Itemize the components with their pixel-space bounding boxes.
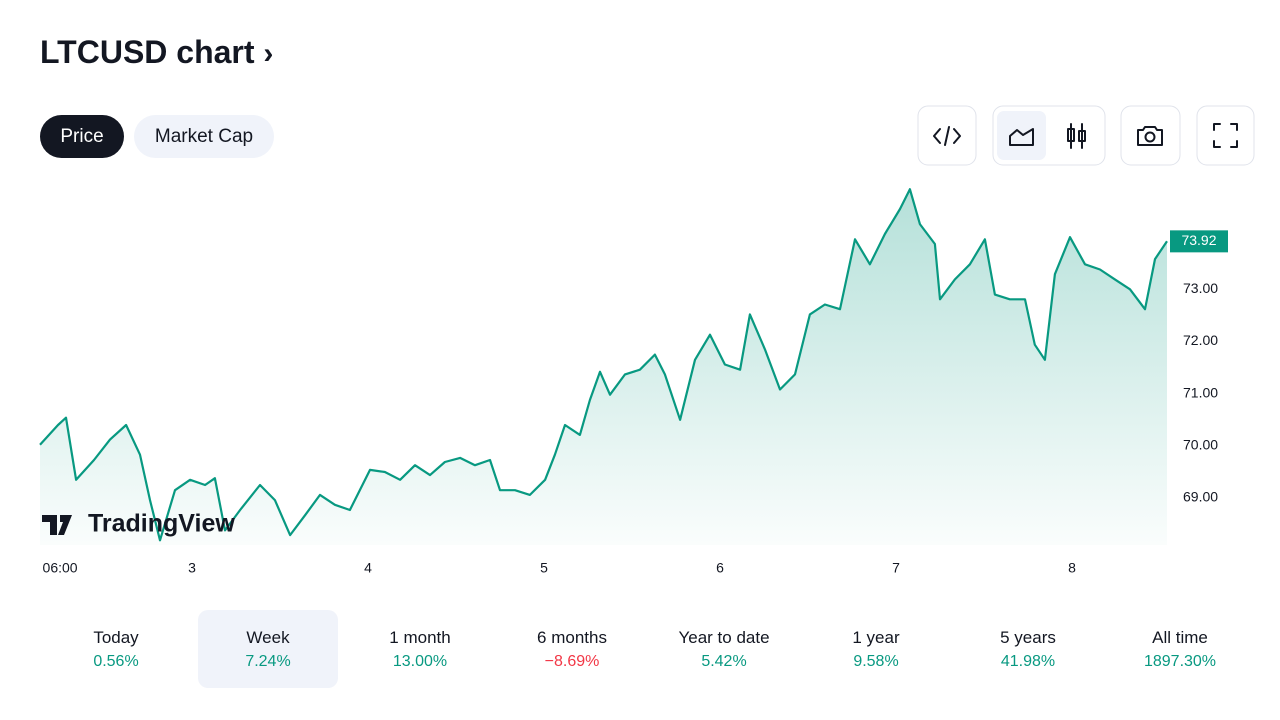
embed-button[interactable] bbox=[917, 105, 977, 166]
watermark: TradingView bbox=[42, 510, 235, 538]
x-tick-label: 8 bbox=[1068, 560, 1076, 576]
last-price-label: 73.92 bbox=[1181, 232, 1216, 248]
period-button[interactable]: 6 months −8.69% bbox=[502, 610, 642, 688]
x-tick-label: 6 bbox=[716, 560, 724, 576]
period-button[interactable]: Today 0.56% bbox=[46, 610, 186, 688]
title[interactable]: LTCUSD chart › bbox=[40, 34, 273, 71]
period-change: 5.42% bbox=[701, 653, 747, 670]
period-change: 7.24% bbox=[245, 653, 291, 670]
period-button[interactable]: 5 years 41.98% bbox=[958, 610, 1098, 688]
snapshot-button[interactable] bbox=[1120, 105, 1181, 166]
code-icon bbox=[933, 126, 961, 146]
watermark-text: TradingView bbox=[88, 510, 235, 538]
area bbox=[40, 189, 1167, 545]
period-label: 6 months bbox=[537, 628, 607, 647]
y-tick-label: 70.00 bbox=[1183, 437, 1218, 453]
fullscreen-icon bbox=[1213, 123, 1238, 148]
toolbar bbox=[917, 105, 1255, 166]
period-change: 41.98% bbox=[1000, 653, 1056, 670]
period-button[interactable]: All time 1897.30% bbox=[1110, 610, 1250, 688]
period-change: 1897.30% bbox=[1143, 653, 1217, 670]
y-tick-label: 73.00 bbox=[1183, 280, 1218, 296]
tab[interactable]: Price bbox=[40, 115, 124, 158]
period-label: 5 years bbox=[1000, 628, 1056, 647]
x-tick-label: 5 bbox=[540, 560, 548, 576]
area-style-active[interactable] bbox=[997, 111, 1046, 160]
watermark-logo bbox=[42, 515, 72, 535]
x-tick-label: 4 bbox=[364, 560, 372, 576]
candle-icon bbox=[1067, 123, 1086, 149]
period-button[interactable]: Year to date 5.42% bbox=[654, 610, 794, 688]
area-icon bbox=[1009, 128, 1034, 146]
period-change: −8.69% bbox=[544, 653, 600, 670]
x-tick-label: 7 bbox=[892, 560, 900, 576]
x-tick-label: 06:00 bbox=[43, 560, 78, 576]
y-tick-label: 71.00 bbox=[1183, 384, 1218, 400]
period-change: 13.00% bbox=[392, 653, 448, 670]
period-label: Today bbox=[93, 628, 139, 647]
period-button[interactable]: 1 year 9.58% bbox=[806, 610, 946, 688]
period-label: All time bbox=[1152, 628, 1208, 647]
y-tick-label: 72.00 bbox=[1183, 332, 1218, 348]
period-change: 0.56% bbox=[93, 653, 139, 670]
period-button[interactable]: 1 month 13.00% bbox=[350, 610, 490, 688]
period-label: 1 year bbox=[852, 628, 900, 647]
period-label: 1 month bbox=[389, 628, 451, 647]
fullscreen-button[interactable] bbox=[1196, 105, 1255, 166]
camera-icon bbox=[1137, 126, 1163, 146]
title-text: LTCUSD chart bbox=[40, 34, 255, 70]
period-label: Week bbox=[246, 628, 290, 647]
price-line bbox=[39, 188, 1168, 542]
camera-lens bbox=[1144, 131, 1156, 143]
period-button[interactable]: Week 7.24% bbox=[198, 610, 338, 688]
period-change: 9.58% bbox=[853, 653, 899, 670]
chevron: › bbox=[263, 37, 274, 70]
chart-style-group[interactable] bbox=[992, 105, 1106, 166]
tab[interactable]: Market Cap bbox=[134, 115, 274, 158]
toolbar-icons bbox=[933, 123, 1238, 149]
x-tick-label: 3 bbox=[188, 560, 196, 576]
last-price-badge bbox=[1170, 230, 1228, 253]
y-tick-label: 69.00 bbox=[1183, 489, 1218, 505]
period-label: Year to date bbox=[678, 628, 770, 647]
